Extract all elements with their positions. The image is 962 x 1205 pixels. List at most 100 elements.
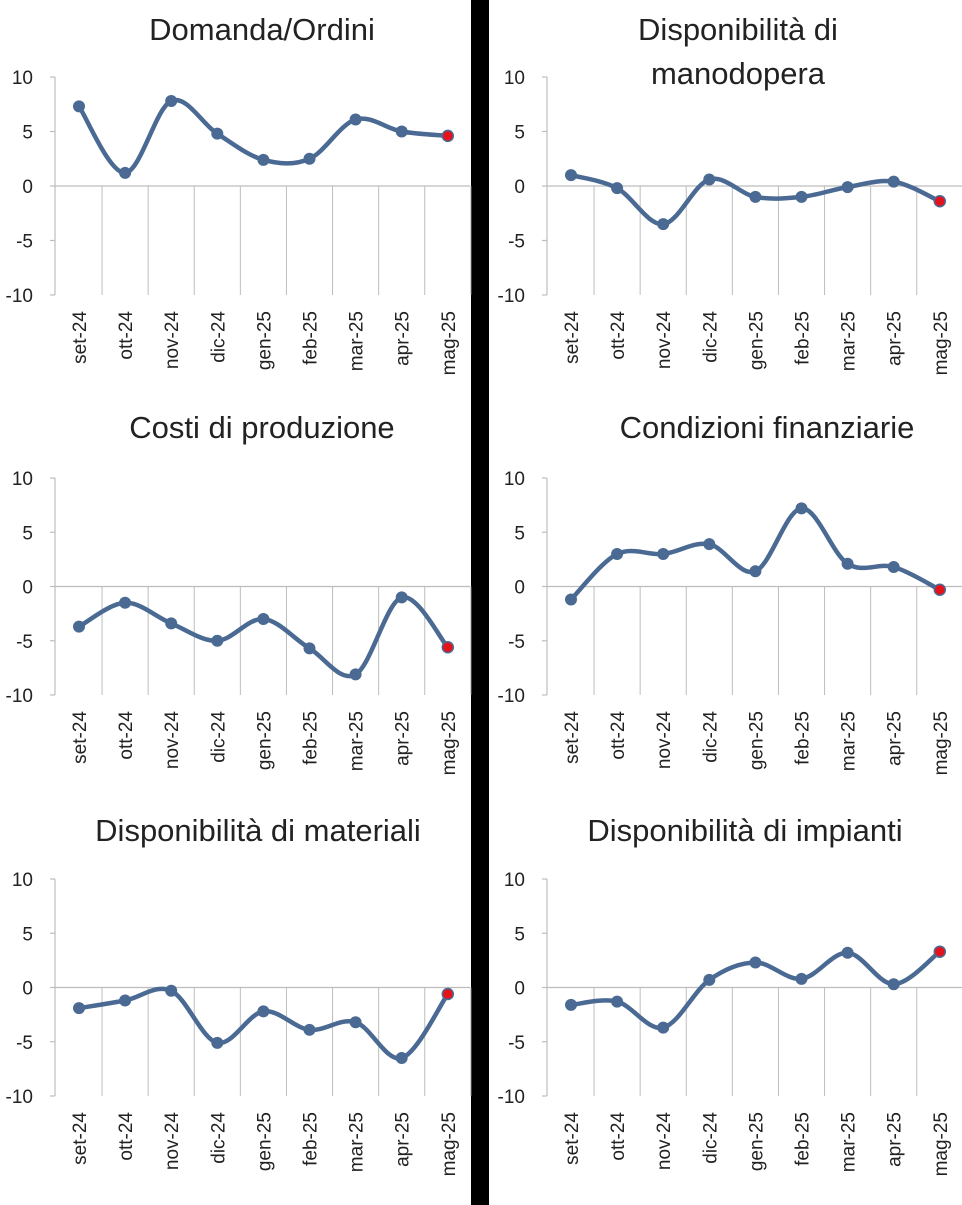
- data-point: [565, 998, 577, 1011]
- x-tick-label: gen-25: [746, 711, 767, 770]
- x-tick-label: apr-25: [885, 711, 906, 766]
- data-point: [887, 978, 900, 991]
- x-tick-label: set-24: [562, 1112, 583, 1165]
- x-tick-label: apr-25: [393, 311, 414, 366]
- y-tick-label: 0: [514, 979, 525, 1000]
- x-tick-label: set-24: [562, 711, 583, 764]
- x-tick-label: apr-25: [393, 711, 414, 766]
- last-data-point: [441, 987, 455, 1001]
- y-tick-label: 10: [504, 870, 525, 891]
- x-tick-label: set-24: [562, 311, 583, 364]
- x-tick-label: mar-25: [347, 311, 368, 371]
- y-tick-label: 0: [514, 177, 525, 198]
- x-tick-label: ott-24: [116, 1112, 137, 1161]
- x-tick-label: gen-25: [254, 311, 275, 370]
- x-tick-label: mag-25: [931, 311, 952, 375]
- y-tick-label: -10: [498, 286, 525, 307]
- x-tick-label: mar-25: [839, 311, 860, 371]
- x-tick-label: nov-24: [162, 1112, 183, 1171]
- chart-panel: Domanda/Ordini 10 5 0 -5 -10 set-24 ott-24 nov-2…: [6, 12, 472, 375]
- data-point: [657, 547, 670, 560]
- x-tick-label: nov-24: [162, 711, 183, 770]
- data-point: [887, 175, 900, 188]
- x-tick-label: set-24: [70, 1112, 91, 1165]
- y-tick-label: -10: [498, 1087, 525, 1108]
- last-data-point: [933, 945, 947, 958]
- y-tick-label: 5: [22, 924, 33, 945]
- data-point: [211, 127, 224, 140]
- x-tick-label: ott-24: [116, 711, 137, 760]
- x-tick-label: mag-25: [439, 311, 460, 375]
- y-tick-label: 0: [22, 979, 33, 1000]
- last-data-point: [933, 583, 947, 597]
- series-line: [568, 506, 943, 602]
- x-tick-label: ott-24: [608, 711, 629, 760]
- x-tick-label: ott-24: [116, 311, 137, 360]
- x-tick-label: dic-24: [700, 711, 721, 763]
- data-point: [657, 218, 670, 231]
- y-tick-label: -5: [16, 1033, 33, 1054]
- data-point: [395, 1052, 408, 1065]
- data-point: [257, 153, 270, 166]
- x-tick-label: nov-24: [654, 711, 675, 770]
- x-tick-label: nov-24: [654, 311, 675, 370]
- x-tick-label: ott-24: [608, 311, 629, 360]
- x-tick-label: apr-25: [393, 1112, 414, 1167]
- data-point: [73, 100, 85, 113]
- y-tick-label: -10: [6, 686, 33, 707]
- y-tick-label: 5: [22, 523, 33, 544]
- data-point: [73, 620, 85, 633]
- chart-title: manodopera: [651, 56, 826, 91]
- data-point: [73, 1002, 85, 1015]
- chart-title: Disponibilità di impianti: [587, 813, 902, 848]
- data-point: [119, 166, 132, 179]
- x-tick-label: mar-25: [347, 1112, 368, 1172]
- x-tick-label: nov-24: [162, 311, 183, 370]
- x-tick-label: mag-25: [439, 1112, 460, 1176]
- x-tick-label: feb-25: [301, 311, 322, 365]
- data-point: [303, 152, 316, 165]
- data-point: [211, 1036, 224, 1049]
- data-point: [303, 642, 316, 655]
- chart-panel: Disponibilità di manodopera 10 5 0 -5 -10 set-2…: [498, 12, 962, 375]
- x-tick-label: dic-24: [700, 311, 721, 363]
- y-tick-label: -5: [508, 1033, 525, 1054]
- x-tick-label: dic-24: [208, 311, 229, 363]
- x-tick-label: gen-25: [254, 1112, 275, 1171]
- data-point: [703, 538, 716, 551]
- last-data-point: [933, 195, 947, 208]
- chart-panel: Costi di produzione 10 5 0 -5 -10 set-24 ott-24…: [6, 410, 472, 775]
- y-tick-label: -10: [6, 1087, 33, 1108]
- y-tick-label: -10: [6, 286, 33, 307]
- x-tick-label: gen-25: [254, 711, 275, 770]
- series-line: [76, 595, 451, 679]
- y-tick-label: -5: [16, 232, 33, 253]
- y-tick-label: 10: [504, 68, 525, 89]
- x-tick-label: mag-25: [931, 711, 952, 775]
- x-tick-label: set-24: [70, 311, 91, 364]
- x-tick-label: feb-25: [301, 711, 322, 765]
- data-point: [841, 946, 854, 959]
- data-point: [841, 181, 854, 194]
- y-tick-label: -5: [508, 632, 525, 653]
- y-tick-label: 5: [22, 123, 33, 144]
- x-tick-label: nov-24: [654, 1112, 675, 1171]
- data-point: [611, 995, 624, 1008]
- data-point: [211, 634, 224, 647]
- y-tick-label: 0: [22, 177, 33, 198]
- chart-title: Disponibilità di materiali: [95, 813, 421, 848]
- x-tick-label: apr-25: [885, 1112, 906, 1167]
- x-tick-label: feb-25: [793, 711, 814, 765]
- data-point: [395, 125, 408, 138]
- data-point: [749, 956, 762, 969]
- data-point: [749, 565, 762, 578]
- data-point: [749, 190, 762, 203]
- x-tick-label: dic-24: [208, 1112, 229, 1164]
- x-tick-label: mag-25: [439, 711, 460, 775]
- data-point: [657, 1021, 670, 1034]
- panel-divider: [471, 0, 489, 1205]
- x-tick-label: set-24: [70, 711, 91, 764]
- data-point: [703, 973, 716, 986]
- x-tick-label: dic-24: [700, 1112, 721, 1164]
